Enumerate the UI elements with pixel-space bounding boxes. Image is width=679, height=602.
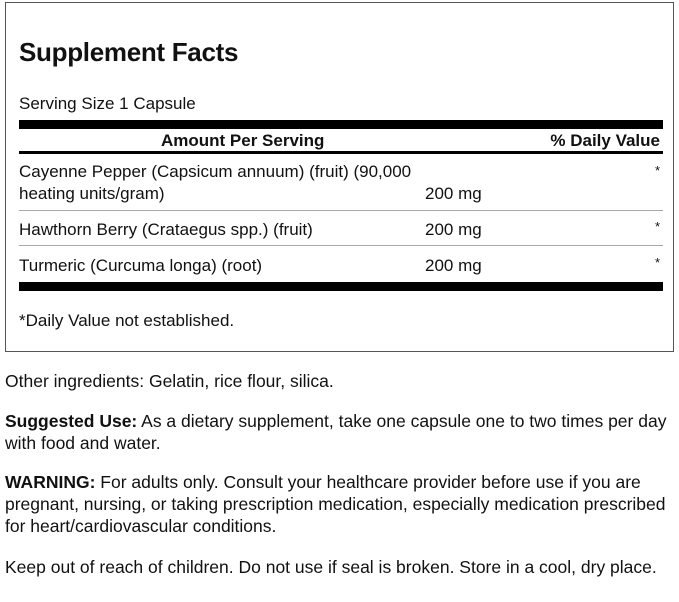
suggested-use-label: Suggested Use: bbox=[5, 411, 138, 431]
row-divider bbox=[19, 210, 663, 211]
suggested-use: Suggested Use: As a dietary supplement, … bbox=[5, 410, 670, 454]
storage-instructions: Keep out of reach of children. Do not us… bbox=[5, 557, 657, 577]
header-daily-value: % Daily Value bbox=[550, 131, 660, 150]
ingredient-amount: 200 mg bbox=[425, 184, 482, 203]
suggested-use-text: As a dietary supplement, take one capsul… bbox=[5, 411, 667, 453]
ingredient-name: Cayenne Pepper (Capsicum annuum) (fruit)… bbox=[19, 162, 412, 181]
ingredient-name-cont: heating units/gram) bbox=[19, 184, 165, 203]
warning-text: For adults only. Consult your healthcare… bbox=[5, 472, 666, 536]
ingredient-amount: 200 mg bbox=[425, 220, 482, 239]
daily-value: * bbox=[654, 255, 660, 270]
footnote: *Daily Value not established. bbox=[19, 311, 235, 330]
thick-divider bbox=[19, 282, 663, 291]
row-divider bbox=[19, 245, 663, 246]
thick-divider bbox=[19, 120, 663, 129]
panel-title: Supplement Facts bbox=[19, 37, 239, 67]
header-divider bbox=[19, 151, 663, 154]
warning-label: WARNING: bbox=[5, 472, 96, 492]
other-ingredients: Other ingredients: Gelatin, rice flour, … bbox=[5, 371, 334, 391]
warning: WARNING: For adults only. Consult your h… bbox=[5, 471, 670, 537]
ingredient-name: Turmeric (Curcuma longa) (root) bbox=[19, 256, 263, 275]
daily-value: * bbox=[654, 163, 660, 178]
supplement-facts-panel: Supplement Facts Serving Size 1 Capsule … bbox=[5, 2, 674, 352]
serving-size: Serving Size 1 Capsule bbox=[19, 94, 196, 113]
ingredient-name: Hawthorn Berry (Crataegus spp.) (fruit) bbox=[19, 220, 313, 239]
header-amount: Amount Per Serving bbox=[161, 131, 325, 150]
daily-value: * bbox=[654, 219, 660, 234]
ingredient-amount: 200 mg bbox=[425, 256, 482, 275]
